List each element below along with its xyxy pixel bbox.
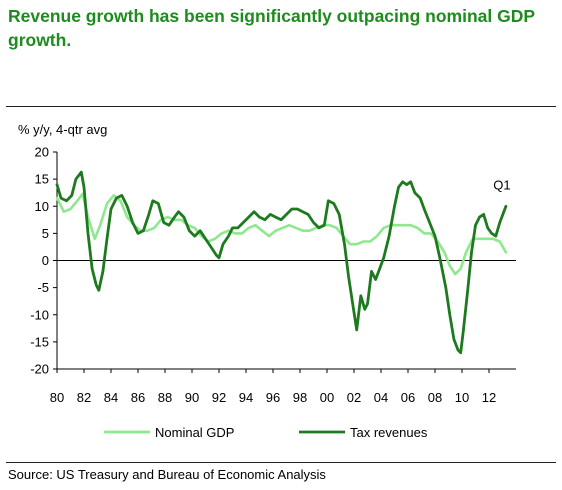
x-tick-label: 80 [50, 390, 64, 405]
legend-label: Tax revenues [350, 425, 428, 440]
x-tick-label: 00 [320, 390, 334, 405]
axes [53, 151, 516, 373]
annotation-q1: Q1 [493, 177, 510, 192]
series-line-nominal-gdp [55, 192, 508, 276]
series-line-tax-revenues [55, 170, 508, 355]
top-rule [6, 106, 556, 107]
source-note: Source: US Treasury and Bureau of Econom… [8, 467, 326, 482]
y-tick-label: -10 [30, 307, 49, 322]
bottom-rule [6, 462, 556, 463]
x-tick-label: 86 [131, 390, 145, 405]
x-tick-label: 88 [158, 390, 172, 405]
y-tick-label: 20 [35, 145, 49, 160]
x-tick-label: 92 [212, 390, 226, 405]
x-tick-label: 02 [347, 390, 361, 405]
x-tick-label: 08 [428, 390, 442, 405]
x-tick-label: 12 [482, 390, 496, 405]
y-tick-label: -20 [30, 362, 49, 377]
y-tick-label: 0 [42, 253, 49, 268]
x-tick-label: 98 [293, 390, 307, 405]
y-tick-label: 10 [35, 199, 49, 214]
y-tick-label: 5 [42, 226, 49, 241]
series-layer [55, 170, 508, 355]
legend-label: Nominal GDP [155, 425, 234, 440]
y-tick-label: -5 [37, 280, 49, 295]
y-axis-label: % y/y, 4-qtr avg [18, 122, 107, 137]
x-tick-label: 84 [104, 390, 118, 405]
y-tick-label: -15 [30, 334, 49, 349]
legend: Nominal GDP Tax revenues [104, 425, 428, 440]
x-tick-label: 90 [185, 390, 199, 405]
x-tick-label: 94 [239, 390, 253, 405]
x-tick-label: 96 [266, 390, 280, 405]
x-tick-label: 04 [374, 390, 388, 405]
x-tick-label: 10 [455, 390, 469, 405]
y-tick-label: 15 [35, 172, 49, 187]
chart-title: Revenue growth has been significantly ou… [8, 6, 535, 50]
x-tick-label: 82 [77, 390, 91, 405]
x-tick-label: 06 [401, 390, 415, 405]
